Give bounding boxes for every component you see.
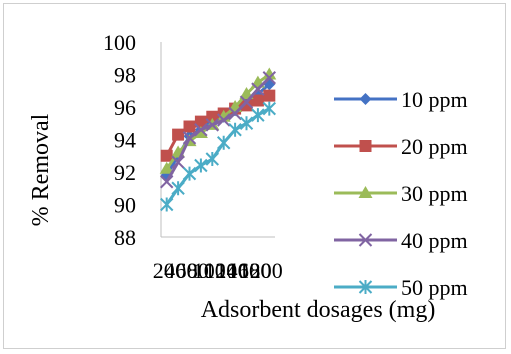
data-point-50-ppm bbox=[251, 108, 265, 123]
data-point-40-ppm bbox=[228, 106, 242, 121]
data-point-50-ppm bbox=[205, 152, 220, 166]
y-axis-title: % Removal bbox=[28, 113, 54, 226]
data-point-40-ppm bbox=[205, 118, 220, 132]
legend-item-50-ppm: 50 ppm bbox=[334, 275, 468, 300]
x-tick-label: 80 bbox=[187, 258, 209, 283]
legend-label: 40 ppm bbox=[401, 228, 468, 253]
legend-label: 30 ppm bbox=[401, 181, 468, 206]
x-tick-label: 20 bbox=[153, 258, 175, 283]
data-point-50-ppm bbox=[182, 166, 197, 181]
legend-marker bbox=[359, 140, 372, 152]
data-point-50-ppm bbox=[262, 101, 277, 116]
legend-marker bbox=[359, 93, 372, 105]
data-point-20-ppm bbox=[194, 115, 207, 128]
data-point-40-ppm bbox=[171, 155, 185, 169]
data-point-20-ppm bbox=[160, 149, 173, 162]
data-point-50-ppm bbox=[171, 181, 185, 196]
y-tick-label: 88 bbox=[114, 225, 136, 250]
series-line-50-ppm bbox=[165, 107, 271, 206]
legend-label: 50 ppm bbox=[401, 275, 468, 300]
x-tick-label: 200 bbox=[250, 258, 283, 283]
legend-item-40-ppm: 40 ppm bbox=[334, 228, 468, 253]
data-point-20-ppm bbox=[172, 128, 185, 141]
data-point-30-ppm bbox=[193, 126, 208, 138]
data-point-40-ppm bbox=[159, 175, 174, 189]
data-point-40-ppm bbox=[251, 82, 265, 96]
y-tick-labels: 88 90 92 94 96 98 100 bbox=[103, 30, 136, 250]
x-axis-title: Adsorbent dosages (mg) bbox=[201, 297, 436, 323]
data-point-20-ppm bbox=[240, 99, 253, 112]
data-point-40-ppm bbox=[216, 113, 231, 127]
data-point-50-ppm bbox=[228, 122, 242, 137]
y-tick-label: 90 bbox=[114, 193, 136, 218]
y-tick-label: 92 bbox=[114, 160, 136, 185]
y-tick-label: 94 bbox=[114, 128, 136, 153]
data-point-50-ppm bbox=[159, 197, 174, 212]
legend-marker bbox=[358, 280, 373, 294]
x-tick-label: 100 bbox=[193, 258, 226, 283]
y-tick-label: 96 bbox=[114, 95, 136, 120]
x-tick-label: 160 bbox=[227, 258, 260, 283]
data-point-20-ppm bbox=[251, 94, 264, 107]
legend-item-30-ppm: 30 ppm bbox=[334, 181, 468, 206]
legend-item-10-ppm: 10 ppm bbox=[334, 87, 468, 112]
series-line-40-ppm bbox=[165, 76, 271, 183]
legend-marker bbox=[358, 186, 373, 198]
plot-area bbox=[159, 67, 277, 212]
legend-marker bbox=[358, 233, 373, 247]
legend-label: 20 ppm bbox=[401, 134, 468, 159]
chart-frame: 88 90 92 94 96 98 100 20 40 60 80 100 120 140 160 180 2… bbox=[3, 3, 506, 349]
data-point-20-ppm bbox=[183, 120, 196, 133]
data-point-40-ppm bbox=[182, 131, 197, 145]
y-tick-label: 98 bbox=[114, 63, 136, 88]
data-point-40-ppm bbox=[262, 71, 277, 85]
x-tick-label: 60 bbox=[176, 258, 198, 283]
data-point-30-ppm bbox=[159, 161, 174, 174]
x-tick-label: 140 bbox=[216, 258, 249, 283]
data-point-20-ppm bbox=[206, 110, 219, 123]
data-point-50-ppm bbox=[239, 116, 254, 131]
data-point-50-ppm bbox=[194, 158, 208, 173]
data-point-40-ppm bbox=[239, 95, 254, 109]
data-point-50-ppm bbox=[216, 135, 231, 150]
series-50-ppm bbox=[159, 101, 277, 212]
x-tick-label: 40 bbox=[164, 258, 186, 283]
data-point-30-ppm bbox=[262, 67, 277, 80]
data-point-40-ppm bbox=[194, 123, 208, 137]
data-point-20-ppm bbox=[263, 89, 276, 102]
y-tick-label: 100 bbox=[103, 30, 136, 55]
series-40-ppm bbox=[159, 71, 277, 189]
x-tick-label: 180 bbox=[238, 258, 271, 283]
legend-item-20-ppm: 20 ppm bbox=[334, 134, 468, 159]
x-tick-label: 120 bbox=[204, 258, 237, 283]
legend-label: 10 ppm bbox=[401, 87, 468, 112]
legend: 10 ppm 20 ppm 30 ppm 40 ppm 50 ppm bbox=[334, 87, 468, 300]
